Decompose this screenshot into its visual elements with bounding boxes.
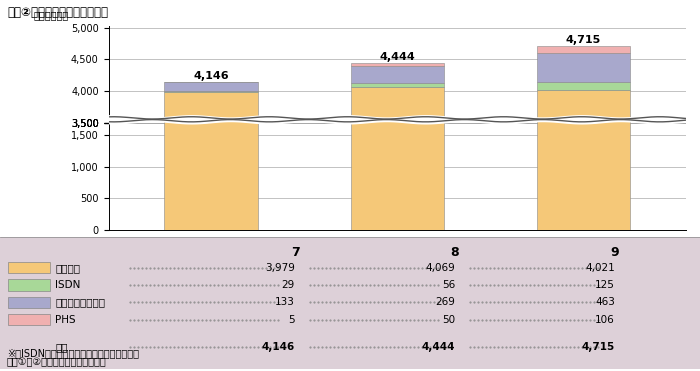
Text: 合計: 合計 [55,342,67,352]
Text: 4,715: 4,715 [566,35,601,45]
Text: （年度）: （年度） [692,246,700,256]
Text: 50: 50 [442,315,455,325]
Bar [351,87,444,230]
Bar [537,90,630,230]
Bar [164,92,258,230]
Text: ISDN: ISDN [55,280,80,290]
Text: ※　ISDNは、通話モードによるものに限る。: ※ ISDNは、通話モードによるものに限る。 [7,348,139,358]
Bar [537,82,630,90]
Text: 4,069: 4,069 [426,263,455,273]
FancyBboxPatch shape [8,279,50,290]
FancyBboxPatch shape [8,297,50,308]
Text: 125: 125 [595,280,615,290]
Text: 4,146: 4,146 [193,71,229,81]
Bar [537,46,630,53]
FancyBboxPatch shape [8,262,50,273]
Bar [164,82,258,91]
FancyBboxPatch shape [8,314,50,325]
Text: 106: 106 [595,315,615,325]
Text: 4,444: 4,444 [379,52,415,62]
Bar [351,63,444,66]
Text: 5: 5 [288,315,295,325]
Bar [164,91,258,92]
Text: 携帯・自動車電話: 携帯・自動車電話 [55,297,105,307]
Text: 図表①、②　郵政省資料により作成: 図表①、② 郵政省資料により作成 [7,357,106,367]
Text: 4,715: 4,715 [582,342,615,352]
Text: 133: 133 [275,297,295,307]
Text: 加入電話: 加入電話 [55,263,80,273]
Text: （百万時間）: （百万時間） [34,10,69,20]
Text: 463: 463 [595,297,615,307]
Text: 9: 9 [610,246,620,259]
Text: 4,146: 4,146 [262,342,295,352]
Text: 7: 7 [290,246,300,259]
Text: 29: 29 [281,280,295,290]
Bar [351,66,444,83]
Bar [537,53,630,82]
Text: 図表②　発信別通話時間の推移: 図表② 発信別通話時間の推移 [7,6,108,19]
Text: 4,021: 4,021 [585,263,615,273]
Text: 8: 8 [451,246,459,259]
Text: 56: 56 [442,280,455,290]
Bar [351,83,444,87]
Text: 4,444: 4,444 [421,342,455,352]
Text: 3,979: 3,979 [265,263,295,273]
Text: PHS: PHS [55,315,76,325]
Text: 269: 269 [435,297,455,307]
